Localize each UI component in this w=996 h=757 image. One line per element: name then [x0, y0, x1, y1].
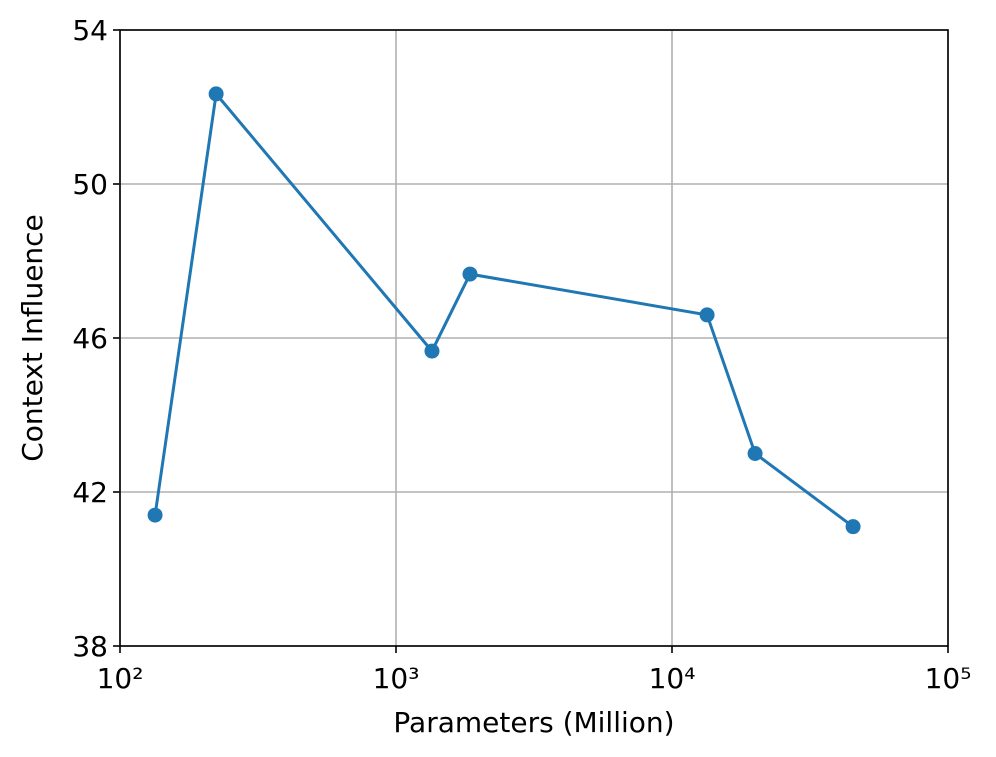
y-tick-label: 38: [72, 630, 108, 663]
marker: [424, 343, 440, 359]
plot-frame: [119, 29, 949, 647]
x-tick-label: 10²: [97, 662, 144, 695]
line: [153, 90, 854, 528]
marker: [845, 519, 861, 535]
x-axis-label: Parameters (Million): [393, 706, 674, 739]
y-tick-label: 54: [72, 14, 108, 47]
x-tick-label: 10⁴: [649, 662, 696, 695]
y-axis-label: Context Influence: [16, 214, 49, 462]
marker: [747, 446, 763, 461]
marker: [699, 307, 715, 323]
x-tick-label: 10⁵: [925, 662, 972, 695]
y-tick-label: 50: [72, 168, 108, 201]
y-tick-label: 42: [72, 476, 108, 509]
x-tick-label: 10³: [373, 662, 420, 695]
marker: [208, 86, 224, 102]
marker: [462, 266, 478, 282]
y-tick-label: 46: [72, 322, 108, 355]
marker: [147, 507, 163, 523]
